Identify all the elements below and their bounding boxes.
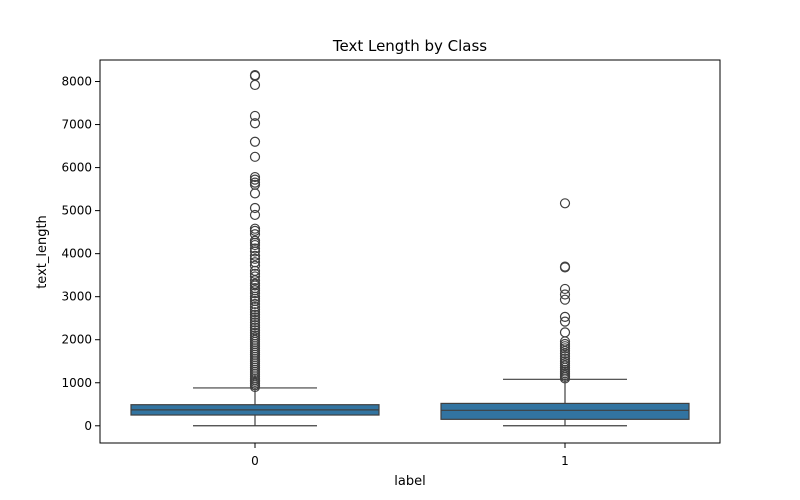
y-tick-label: 4000 xyxy=(61,247,92,261)
outlier-point xyxy=(249,243,261,254)
outlier-point xyxy=(249,288,261,299)
outlier-point xyxy=(249,381,261,393)
chart-title: Text Length by Class xyxy=(332,37,487,55)
outlier-point xyxy=(249,312,261,323)
outlier-point xyxy=(249,202,261,214)
outlier-point xyxy=(249,268,261,279)
outlier-point xyxy=(559,348,571,359)
outlier-point xyxy=(249,317,261,328)
outlier-point xyxy=(249,319,261,331)
outlier-point xyxy=(559,198,571,209)
x-tick-label: 1 xyxy=(561,454,569,468)
outlier-point xyxy=(249,275,261,286)
y-tick-label: 8000 xyxy=(61,75,92,89)
outlier-point xyxy=(249,298,261,310)
y-tick-label: 5000 xyxy=(61,204,92,218)
plot-frame xyxy=(99,59,721,444)
outlier-point xyxy=(559,373,571,384)
outlier-point xyxy=(249,171,261,183)
outlier-point xyxy=(249,246,261,257)
y-tick-label: 0 xyxy=(84,419,92,433)
y-tick-label: 3000 xyxy=(61,290,92,304)
outlier-point xyxy=(559,283,571,295)
outlier-point xyxy=(249,301,261,313)
outlier-point xyxy=(559,327,571,338)
box-group-0 xyxy=(130,69,380,427)
y-axis-label: text_length xyxy=(35,215,50,289)
outlier-point xyxy=(559,316,571,327)
x-tick-label: 0 xyxy=(251,454,259,468)
plot-area xyxy=(130,69,690,427)
box-group-1 xyxy=(440,198,690,427)
x-axis-label: label xyxy=(394,474,425,489)
y-tick-label: 6000 xyxy=(61,161,92,175)
outlier-point xyxy=(249,309,261,320)
outlier-point xyxy=(559,262,571,273)
iqr-box xyxy=(440,402,690,420)
outlier-point xyxy=(559,343,571,354)
outlier-point xyxy=(249,304,261,315)
outlier-point xyxy=(559,311,571,323)
outlier-point xyxy=(249,314,261,326)
outlier-point xyxy=(249,151,261,162)
y-tick-label: 2000 xyxy=(61,333,92,347)
outlier-point xyxy=(559,294,571,305)
outlier-point xyxy=(249,174,261,185)
outlier-point xyxy=(249,188,261,199)
outlier-point xyxy=(249,239,261,251)
outlier-point xyxy=(249,307,261,318)
outlier-point xyxy=(249,209,261,221)
outlier-point xyxy=(249,118,261,129)
y-tick-label: 1000 xyxy=(61,376,92,390)
outlier-point xyxy=(249,253,261,264)
outlier-point xyxy=(249,250,261,261)
outlier-point xyxy=(249,260,261,271)
outlier-point xyxy=(249,110,261,122)
y-tick-label: 7000 xyxy=(61,118,92,132)
outlier-point xyxy=(249,322,261,333)
outlier-point xyxy=(249,79,261,91)
outlier-point xyxy=(249,136,261,147)
outlier-point xyxy=(559,345,571,357)
outlier-point xyxy=(559,289,571,300)
y-axis: 0 1000 2000 3000 4000 5000 6000 7000 8000 xyxy=(61,75,100,433)
outlier-point xyxy=(249,280,261,291)
outlier-point xyxy=(249,225,261,236)
